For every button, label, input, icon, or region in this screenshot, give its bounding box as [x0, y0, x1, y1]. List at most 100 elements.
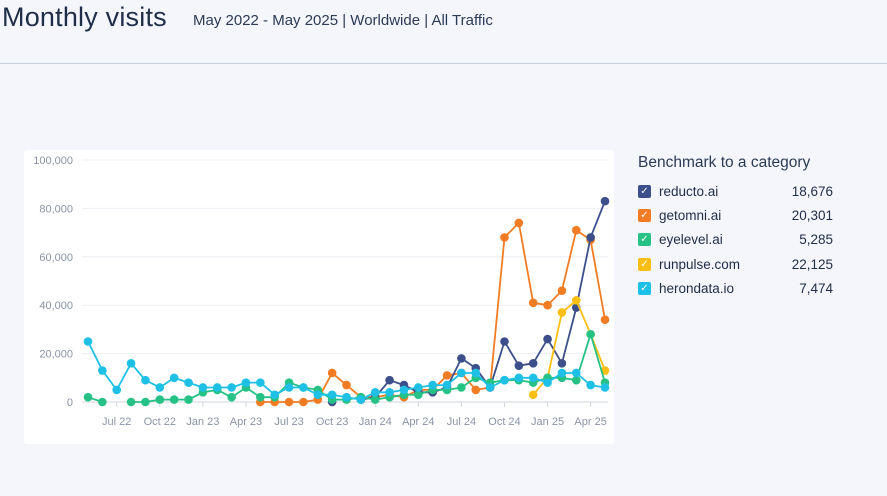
data-point	[212, 383, 222, 392]
x-tick-label: Jul 24	[447, 416, 476, 428]
data-point	[126, 358, 136, 368]
legend-series-value: 22,125	[791, 256, 833, 272]
x-tick-label: Jan 23	[186, 416, 219, 428]
legend-series-value: 7,474	[799, 280, 833, 296]
x-tick-label: Oct 24	[488, 416, 520, 428]
data-point	[184, 378, 193, 387]
x-tick-label: Jan 24	[359, 416, 392, 428]
legend-series-value: 20,301	[791, 207, 833, 223]
data-point	[514, 361, 524, 370]
x-tick-label: Jul 23	[274, 416, 303, 428]
data-point	[457, 368, 466, 378]
series-line	[360, 200, 606, 401]
data-point	[528, 298, 538, 308]
data-point	[342, 380, 351, 390]
legend-series-value: 18,676	[791, 183, 833, 199]
legend-item-reducto-ai[interactable]: ✓ reducto.ai 18,676	[638, 179, 833, 203]
legend-series-name: runpulse.com	[659, 256, 741, 272]
data-point	[543, 378, 552, 387]
x-tick-label: Apr 24	[402, 416, 434, 428]
x-tick-label: Jul 22	[102, 416, 131, 428]
data-point	[557, 358, 567, 368]
data-point	[356, 395, 366, 404]
data-point	[270, 390, 279, 400]
data-point	[600, 383, 610, 392]
data-point	[414, 390, 423, 400]
legend-series-name: getomni.ai	[659, 207, 722, 223]
data-point	[227, 392, 236, 402]
data-point	[126, 397, 136, 407]
legend-item-eyelevel-ai[interactable]: ✓ eyelevel.ai 5,285	[638, 228, 833, 252]
data-point	[284, 383, 294, 392]
data-point	[571, 296, 581, 305]
data-point	[169, 395, 179, 404]
legend-item-herondata-io[interactable]: ✓ herondata.io 7,474	[638, 276, 833, 300]
data-point	[98, 366, 107, 375]
legend-checkbox[interactable]: ✓	[638, 257, 651, 271]
y-tick-label: 0	[67, 397, 73, 409]
data-point	[370, 395, 380, 404]
legend-item-runpulse-com[interactable]: ✓ runpulse.com 22,125	[638, 252, 833, 276]
legend-item-getomni-ai[interactable]: ✓ getomni.ai 20,301	[638, 203, 833, 227]
data-point	[557, 308, 567, 317]
data-point	[299, 383, 308, 392]
legend-checkbox[interactable]: ✓	[638, 184, 651, 198]
legend-title: Benchmark to a category	[638, 154, 811, 171]
data-point	[256, 378, 265, 387]
monthly-visits-chart[interactable]: 0 20,000 40,000 60,000 80,000 100,000 Jul 22 Oc…	[24, 150, 614, 444]
data-point	[514, 218, 524, 228]
legend-checkbox[interactable]: ✓	[638, 281, 651, 295]
data-point	[586, 329, 595, 339]
data-point	[586, 380, 595, 390]
legend: Benchmark to a category ✓ reducto.ai 18,67…	[638, 154, 833, 300]
legend-series-name: reducto.ai	[659, 183, 719, 199]
data-point	[586, 233, 595, 242]
data-point	[399, 385, 409, 395]
data-point	[543, 334, 552, 344]
data-point	[528, 358, 538, 368]
data-point	[600, 196, 610, 206]
legend-checkbox[interactable]: ✓	[638, 233, 651, 247]
data-point	[457, 383, 466, 392]
data-point	[299, 397, 308, 407]
data-point	[471, 385, 481, 395]
data-point	[184, 395, 193, 404]
data-point	[155, 383, 165, 392]
x-tick-label: Jan 25	[531, 416, 564, 428]
legend-items: ✓ reducto.ai 18,676 ✓ getomni.ai 20,301 ✓ eyele…	[638, 179, 833, 300]
series-line	[87, 341, 606, 401]
page-header: Monthly visits May 2022 - May 2025 | Wor…	[0, 0, 887, 64]
series-reducto-ai	[327, 196, 610, 407]
series-runpulse-com	[528, 296, 610, 400]
y-tick-label: 40,000	[39, 300, 73, 312]
data-point	[442, 380, 452, 390]
data-point	[198, 383, 208, 392]
data-point	[414, 383, 423, 392]
data-point	[241, 378, 251, 387]
data-point	[385, 375, 394, 385]
series-line	[87, 333, 606, 403]
data-point	[571, 368, 581, 378]
data-point	[543, 300, 552, 310]
y-tick-label: 100,000	[33, 155, 73, 167]
data-point	[442, 371, 452, 380]
legend-checkbox[interactable]: ✓	[638, 208, 651, 222]
data-point	[370, 388, 380, 397]
data-point	[471, 368, 481, 378]
data-point	[327, 368, 337, 378]
data-point	[557, 286, 567, 295]
y-tick-label: 60,000	[39, 252, 73, 264]
data-point	[256, 392, 265, 402]
x-tick-label: Oct 23	[316, 416, 348, 428]
series-herondata-io	[83, 337, 610, 404]
data-point	[528, 390, 538, 400]
data-point	[428, 380, 437, 390]
data-point	[83, 392, 93, 402]
data-point	[557, 368, 567, 378]
data-point	[500, 233, 509, 242]
data-point	[600, 315, 610, 325]
data-point	[112, 385, 122, 395]
data-point	[98, 397, 107, 407]
data-point	[141, 375, 150, 385]
data-point	[327, 390, 337, 400]
